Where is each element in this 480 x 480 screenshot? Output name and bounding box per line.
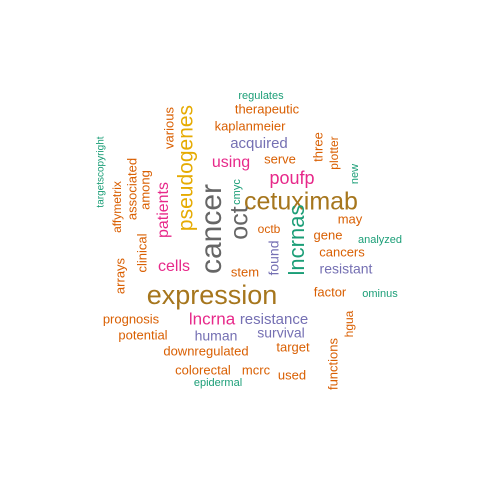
word-used: used xyxy=(278,367,306,382)
word-arrays: arrays xyxy=(112,257,127,294)
word-cancers: cancers xyxy=(319,244,365,259)
word-regulates: regulates xyxy=(238,90,284,102)
word-human: human xyxy=(195,328,238,344)
word-therapeutic: therapeutic xyxy=(235,101,300,116)
word-mcrc: mcrc xyxy=(242,362,271,377)
word-survival: survival xyxy=(257,325,304,341)
word-associated: associated xyxy=(124,158,139,220)
word-factor: factor xyxy=(314,284,347,299)
word-lncrnas: lncrnas xyxy=(284,205,309,276)
word-among: among xyxy=(137,170,152,210)
word-poufp: poufp xyxy=(269,168,314,188)
word-resistant: resistant xyxy=(320,261,373,277)
word-pseudogenes: pseudogenes xyxy=(175,105,198,231)
word-cells: cells xyxy=(158,258,190,275)
word-stem: stem xyxy=(231,264,259,279)
word-affymetrix: affymetrix xyxy=(110,181,124,233)
word-potential: potential xyxy=(118,327,167,342)
word-serve: serve xyxy=(264,151,296,166)
word-ominus: ominus xyxy=(362,288,398,300)
word-plotter: plotter xyxy=(327,136,341,169)
word-lncrna: lncrna xyxy=(189,309,236,328)
word-patients: patients xyxy=(155,182,172,238)
word-gene: gene xyxy=(314,227,343,242)
word-resistance: resistance xyxy=(240,311,308,328)
word-found: found xyxy=(266,240,282,275)
word-acquired: acquired xyxy=(230,135,288,152)
word-expression: expression xyxy=(147,280,278,310)
word-clinical: clinical xyxy=(134,233,149,272)
word-downregulated: downregulated xyxy=(163,343,248,358)
word-cmyc: cmyc xyxy=(231,179,243,205)
word-hgua: hgua xyxy=(342,310,356,337)
word-targetscopyright: targetscopyright xyxy=(96,136,107,207)
word-various: various xyxy=(161,107,176,149)
word-functions: functions xyxy=(325,337,340,390)
word-new: new xyxy=(349,164,361,184)
word-oct: oct xyxy=(226,206,254,239)
word-colorectal: colorectal xyxy=(175,362,231,377)
word-kaplanmeier: kaplanmeier xyxy=(215,118,286,133)
word-may: may xyxy=(338,211,363,226)
word-octb: octb xyxy=(258,222,281,236)
word-cetuximab: cetuximab xyxy=(244,188,358,216)
word-using: using xyxy=(212,154,250,171)
word-target: target xyxy=(276,339,310,354)
word-analyzed: analyzed xyxy=(358,234,402,246)
word-cancer: cancer xyxy=(195,184,228,274)
word-three: three xyxy=(310,132,325,162)
word-prognosis: prognosis xyxy=(103,311,160,326)
word-epidermal: epidermal xyxy=(194,377,242,389)
